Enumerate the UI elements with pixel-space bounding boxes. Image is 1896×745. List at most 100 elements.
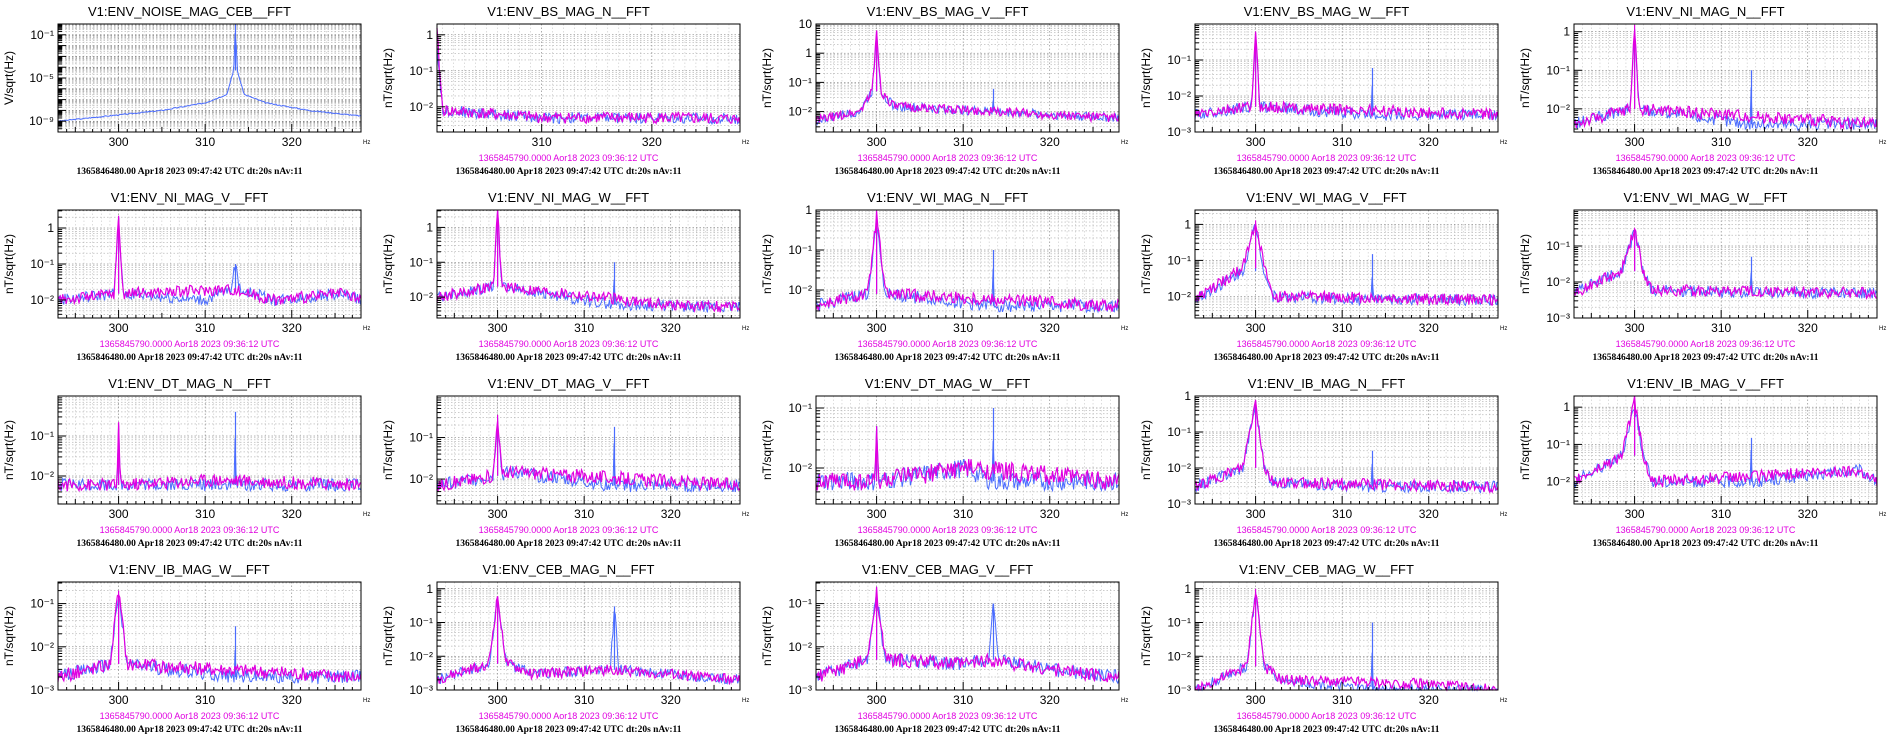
y-tick-label: 1 [47, 221, 54, 235]
x-tick-label: 320 [1040, 693, 1060, 707]
reference-time-label: 1365845790.0000 Aor18 2023 09:36:12 UTC [858, 339, 1038, 349]
reference-spectrum-line [1573, 30, 1878, 130]
x-tick-label: 300 [1625, 135, 1645, 149]
x-tick-label: 310 [574, 507, 594, 521]
reference-spectrum-line [436, 209, 741, 313]
series-group [436, 27, 741, 125]
y-tick-label: 10⁻⁹ [29, 114, 54, 128]
y-axis: 10⁻³ 10⁻² 10⁻¹ 1 [409, 582, 445, 697]
y-tick-label: 10⁻³ [1167, 497, 1191, 511]
series-group [57, 215, 362, 307]
y-tick-label: 10⁻² [30, 293, 54, 307]
panel-title: V1:ENV_NOISE_MAG_CEB__FFT [88, 4, 291, 19]
panel-title: V1:ENV_IB_MAG_W__FFT [109, 562, 269, 577]
y-axis-label: nT/sqrt(Hz) [760, 420, 774, 480]
x-tick-label: 310 [953, 507, 973, 521]
fft-panel: V1:ENV_CEB_MAG_N__FFT nT/sqrt(Hz) 300 310 32… [379, 558, 758, 744]
y-axis: 10⁻² 10⁻¹ [788, 401, 824, 500]
x-tick-label: 300 [109, 135, 129, 149]
reference-time-label: 1365845790.0000 Aor18 2023 09:36:12 UTC [479, 153, 659, 163]
x-axis: 300 310 320 Hz [436, 310, 749, 335]
panel-title: V1:ENV_DT_MAG_W__FFT [865, 376, 1030, 391]
x-unit-label: Hz [742, 140, 749, 146]
y-axis: 10⁻² 10⁻¹ 1 [30, 210, 66, 315]
x-unit-label: Hz [1121, 326, 1128, 332]
x-unit-label: Hz [742, 512, 749, 518]
x-tick-label: 320 [1419, 693, 1439, 707]
plot-frame [1573, 209, 1878, 319]
grid-lines [57, 582, 362, 691]
plot-frame [436, 23, 741, 133]
y-tick-label: 1 [426, 28, 433, 42]
y-tick-label: 10⁻¹ [788, 401, 812, 415]
x-tick-label: 310 [574, 693, 594, 707]
reference-time-label: 1365845790.0000 Aor18 2023 09:36:12 UTC [1616, 525, 1796, 535]
y-axis: 10⁻³ 10⁻² 10⁻¹ 1 [1167, 389, 1203, 511]
y-tick-label: 10⁻² [1546, 102, 1570, 116]
y-tick-label: 1 [426, 582, 433, 596]
reference-spectrum-line [436, 420, 741, 492]
current-time-label: 1365846480.00 Apr18 2023 09:47:42 UTC dt… [1214, 167, 1440, 177]
plot-frame [815, 209, 1120, 319]
panel-title: V1:ENV_IB_MAG_V__FFT [1627, 376, 1784, 391]
current-spectrum-line [57, 217, 362, 307]
y-tick-label: 10⁻¹ [1167, 425, 1191, 439]
y-axis-label: nT/sqrt(Hz) [1139, 234, 1153, 294]
series-group [815, 210, 1120, 314]
fft-panel: V1:ENV_DT_MAG_V__FFT nT/sqrt(Hz) 300 310 320… [379, 372, 758, 558]
reference-time-label: 1365845790.0000 Aor18 2023 09:36:12 UTC [479, 339, 659, 349]
series-group [436, 209, 741, 313]
y-tick-label: 10⁻² [1167, 289, 1191, 303]
reference-time-label: 1365845790.0000 Aor18 2023 09:36:12 UTC [100, 711, 280, 721]
y-axis-label: V/sqrt(Hz) [2, 51, 16, 105]
y-axis-label: nT/sqrt(Hz) [381, 234, 395, 294]
panel-title: V1:ENV_NI_MAG_N__FFT [1626, 4, 1784, 19]
y-tick-label: 10⁻² [30, 640, 54, 654]
y-tick-label: 10⁻² [1167, 89, 1191, 103]
x-unit-label: Hz [1121, 698, 1128, 704]
fft-panel: V1:ENV_IB_MAG_V__FFT nT/sqrt(Hz) 300 310 320… [1516, 372, 1895, 558]
x-unit-label: Hz [1500, 512, 1507, 518]
reference-spectrum-line [1573, 227, 1878, 301]
x-tick-label: 320 [642, 135, 662, 149]
y-axis: 10⁻⁹ 10⁻⁵ 10⁻¹ [29, 23, 66, 133]
plot-frame [815, 23, 1120, 133]
x-tick-label: 320 [1798, 135, 1818, 149]
y-axis-label: nT/sqrt(Hz) [1518, 234, 1532, 294]
x-tick-label: 300 [109, 693, 129, 707]
series-group [815, 30, 1120, 126]
current-time-label: 1365846480.00 Apr18 2023 09:47:42 UTC dt… [1593, 539, 1819, 549]
y-tick-label: 10⁻¹ [30, 257, 54, 271]
y-axis: 10⁻² 10⁻¹ 1 10 [788, 17, 824, 133]
grid-lines [1573, 24, 1878, 132]
y-tick-label: 10⁻² [409, 100, 433, 114]
y-axis: 10⁻² 10⁻¹ [409, 395, 445, 502]
x-tick-label: 300 [488, 693, 508, 707]
y-tick-label: 10⁻³ [1546, 311, 1570, 325]
fft-panel: V1:ENV_DT_MAG_W__FFT nT/sqrt(Hz) 300 310 320… [758, 372, 1137, 558]
fft-plot: V1:ENV_NI_MAG_V__FFT nT/sqrt(Hz) 300 310 320… [2, 190, 370, 363]
current-time-label: 1365846480.00 Apr18 2023 09:47:42 UTC dt… [456, 353, 682, 363]
y-tick-label: 10⁻² [30, 469, 54, 483]
panel-title: V1:ENV_DT_MAG_V__FFT [488, 376, 650, 391]
reference-spectrum-line [815, 30, 1120, 125]
x-unit-label: Hz [363, 512, 370, 518]
y-tick-label: 10⁻⁵ [29, 71, 54, 85]
reference-spectrum-line [815, 210, 1120, 312]
x-tick-label: 300 [488, 507, 508, 521]
x-unit-label: Hz [1500, 698, 1507, 704]
y-tick-label: 1 [805, 46, 812, 60]
y-axis-label: nT/sqrt(Hz) [1518, 48, 1532, 108]
y-tick-label: 10⁻² [788, 461, 812, 475]
x-tick-label: 300 [1246, 321, 1266, 335]
series-group [58, 24, 362, 122]
y-axis-label: nT/sqrt(Hz) [1139, 606, 1153, 666]
reference-spectrum-line [816, 586, 1120, 683]
x-tick-label: 300 [867, 321, 887, 335]
x-tick-label: 300 [1625, 321, 1645, 335]
x-tick-label: 310 [195, 693, 215, 707]
y-tick-label: 10⁻² [1167, 461, 1191, 475]
y-tick-label: 1 [1563, 400, 1570, 414]
x-unit-label: Hz [363, 698, 370, 704]
y-tick-label: 10⁻¹ [1167, 253, 1191, 267]
